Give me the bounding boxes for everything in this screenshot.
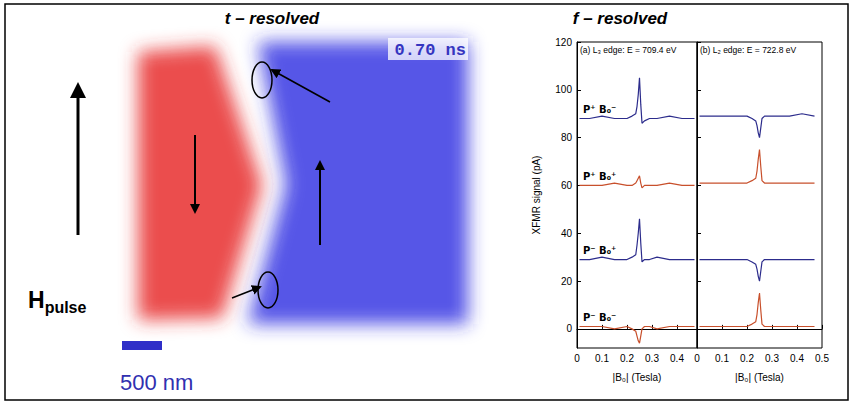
- svg-text:0: 0: [574, 353, 580, 364]
- svg-text:0.3: 0.3: [645, 353, 659, 364]
- svg-text:0.70 ns: 0.70 ns: [395, 41, 466, 60]
- svg-text:0.5: 0.5: [815, 353, 829, 364]
- svg-text:t – resolved: t – resolved: [225, 9, 320, 28]
- svg-text:80: 80: [561, 132, 573, 143]
- svg-text:0.1: 0.1: [715, 353, 729, 364]
- svg-text:100: 100: [555, 84, 572, 95]
- svg-text:XFMR signal (pA): XFMR signal (pA): [531, 156, 542, 235]
- svg-text:0.1: 0.1: [595, 353, 609, 364]
- svg-text:(a) L₃ edge: E = 709.4 eV: (a) L₃ edge: E = 709.4 eV: [580, 45, 677, 55]
- svg-text:0.4: 0.4: [670, 353, 684, 364]
- svg-text:P⁻ B₀⁺: P⁻ B₀⁺: [583, 245, 616, 256]
- svg-text:0.2: 0.2: [620, 353, 634, 364]
- svg-text:0.3: 0.3: [765, 353, 779, 364]
- svg-text:(b) L₂ edge: E = 722.8 eV: (b) L₂ edge: E = 722.8 eV: [700, 45, 796, 55]
- svg-text:0.4: 0.4: [790, 353, 804, 364]
- svg-text:500 nm: 500 nm: [120, 370, 193, 395]
- svg-text:0: 0: [694, 353, 700, 364]
- svg-text:0.2: 0.2: [740, 353, 754, 364]
- svg-text:P⁻ B₀⁻: P⁻ B₀⁻: [583, 312, 616, 323]
- svg-text:|B₀| (Tesla): |B₀| (Tesla): [613, 372, 662, 383]
- svg-text:|B₀| (Tesla): |B₀| (Tesla): [735, 372, 784, 383]
- svg-text:40: 40: [561, 228, 573, 239]
- svg-text:f – resolved: f – resolved: [573, 9, 668, 28]
- svg-text:P⁺ B₀⁻: P⁺ B₀⁻: [583, 104, 616, 115]
- svg-text:120: 120: [555, 37, 572, 48]
- svg-text:60: 60: [561, 180, 573, 191]
- svg-text:P⁺ B₀⁺: P⁺ B₀⁺: [583, 171, 616, 182]
- svg-text:0: 0: [566, 323, 572, 334]
- svg-text:20: 20: [561, 276, 573, 287]
- svg-text:Hpulse: Hpulse: [28, 287, 87, 316]
